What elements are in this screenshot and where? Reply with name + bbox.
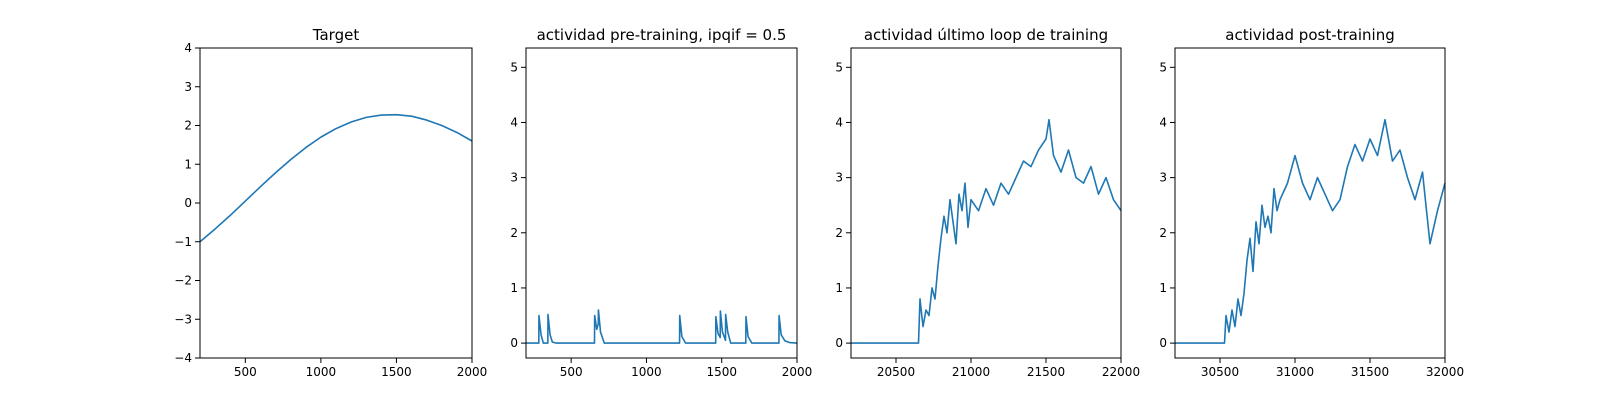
x-tick-label: 1000 [631,365,662,379]
y-tick-label: 1 [184,157,192,171]
y-tick-label: −2 [174,274,192,288]
y-tick-label: 3 [1159,171,1167,185]
x-tick-label: 1500 [381,365,412,379]
x-tick-label: 1000 [306,365,337,379]
y-tick-label: 1 [510,281,518,295]
y-tick-label: 2 [184,119,192,133]
axes-frame [525,47,798,359]
y-tick-label: 3 [184,80,192,94]
y-tick-label: 3 [835,171,843,185]
x-tick-label: 21000 [952,365,990,379]
y-tick-label: 4 [184,41,192,55]
y-tick-label: −3 [174,312,192,326]
subplot-title: actividad último loop de training [864,26,1108,44]
series-line [1175,118,1446,344]
x-tick-label: 32000 [1426,365,1464,379]
subplot-1: Target 500 1000 1500 2000 −4 −3 −2 −1 0 1 2 3 4 [174,26,487,379]
y-tick-label: 4 [835,115,843,129]
x-tick-label: 30500 [1201,365,1239,379]
x-tick-label: 1500 [706,365,737,379]
y-tick-label: 0 [510,336,518,350]
axes-frame [850,47,1122,359]
subplot-title: actividad pre-training, ipqif = 0.5 [537,26,787,44]
x-tick-label: 2000 [782,365,813,379]
y-tick-label: 2 [1159,226,1167,240]
y-tick-label: 5 [510,60,518,74]
series-line [199,113,473,243]
x-tick-label: 500 [560,365,583,379]
x-tick-label: 31000 [1276,365,1314,379]
x-tick-label: 20500 [877,365,915,379]
y-tick-label: 1 [835,281,843,295]
y-tick-label: 0 [1159,336,1167,350]
series-line [851,118,1122,344]
y-tick-label: 0 [184,196,192,210]
y-tick-label: 1 [1159,281,1167,295]
y-tick-label: 2 [835,226,843,240]
y-tick-label: −4 [174,351,192,365]
x-tick-label: 2000 [457,365,488,379]
x-tick-label: 22000 [1102,365,1140,379]
y-tick-label: 0 [835,336,843,350]
x-tick-label: 21500 [1027,365,1065,379]
y-tick-label: −1 [174,235,192,249]
y-tick-label: 4 [1159,115,1167,129]
y-tick-label: 5 [1159,60,1167,74]
y-tick-label: 5 [835,60,843,74]
x-tick-label: 500 [234,365,257,379]
subplot-title: Target [312,26,360,44]
y-tick-label: 3 [510,171,518,185]
subplot-title: actividad post-training [1225,26,1394,44]
axes-frame [199,47,473,359]
x-tick-label: 31500 [1351,365,1389,379]
y-tick-label: 4 [510,115,518,129]
y-tick-label: 2 [510,226,518,240]
series-line [526,309,798,344]
axes-frame [1174,47,1446,359]
